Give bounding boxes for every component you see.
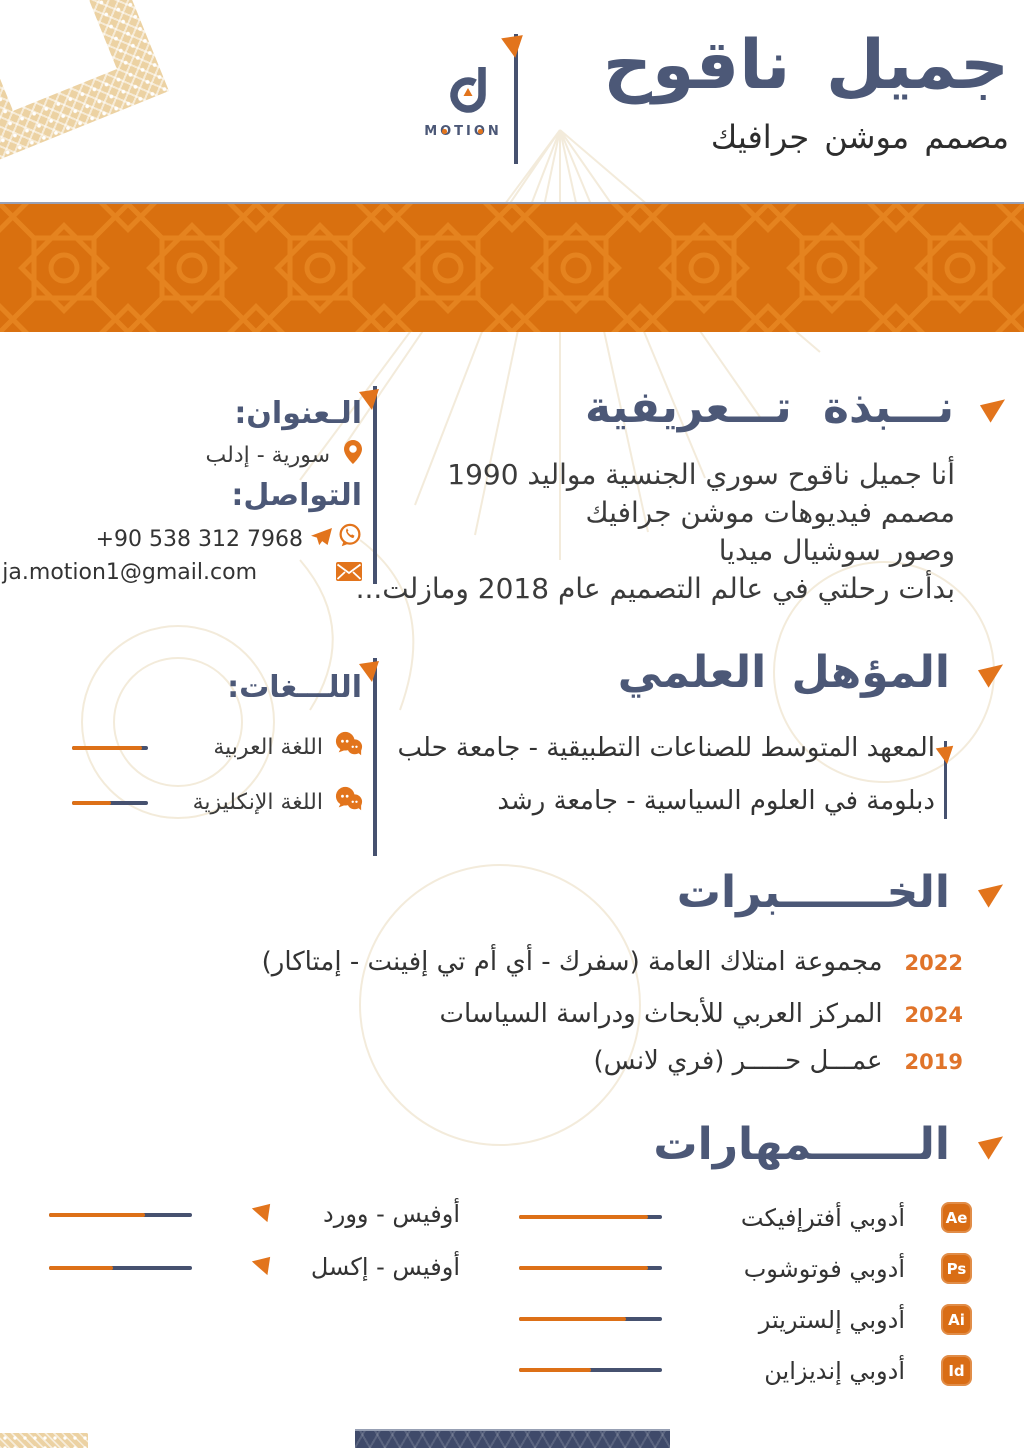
experience-row: 2022 مجموعة امتلاك العامة (سفرك - أي أم ت… [262, 947, 963, 977]
skill-label: أدوبي إنديزاين [764, 1357, 905, 1385]
whatsapp-icon [339, 523, 361, 547]
level-fill [519, 1317, 627, 1321]
header-divider-line [514, 34, 518, 164]
about-section-title: نـــبذة تـــعريفية [585, 382, 954, 433]
education-item: دبلومة في العلوم السياسية - جامعة رشد [497, 786, 935, 816]
level-fill [49, 1213, 145, 1217]
job-title: مصمم موشن جرافيك [710, 118, 1009, 156]
page-title-name: جميل ناقوح [603, 26, 1009, 105]
contact-title: التواصل: [231, 478, 362, 513]
level-fill [519, 1266, 648, 1270]
adobe-ps-icon: Ps [941, 1253, 972, 1284]
office-label: أوفيس - وورد [323, 1200, 460, 1228]
experience-text: المركز العربي للأبحاث ودراسة السياسات [439, 999, 883, 1029]
education-item: المعهد المتوسط للصناعات التطبيقية - جامع… [397, 733, 935, 763]
footer-pattern-block [355, 1429, 670, 1448]
language-label: اللغة الإنكليزية [192, 790, 323, 815]
office-level-bar [49, 1213, 192, 1217]
skill-level-bar [519, 1266, 662, 1270]
section-arrow-icon [977, 664, 1004, 688]
skills-section-title: الـــــــمهارات [653, 1119, 950, 1170]
languages-title: اللـــغات: [227, 670, 362, 705]
level-fill [519, 1368, 591, 1372]
level-fill [72, 801, 111, 805]
skill-label: أدوبي إلستريتر [758, 1306, 905, 1334]
phone-number[interactable]: +90 538 312 7968 [95, 527, 303, 552]
logo-mark-icon [450, 67, 486, 113]
experience-year: 2022 [904, 951, 963, 975]
about-line: مصمم فيديوهات موشن جرافيك [585, 496, 955, 529]
skill-label: أدوبي أفترإفيكت [740, 1204, 905, 1232]
office-arrow-icon [251, 1256, 271, 1276]
level-fill [72, 746, 142, 750]
adobe-ai-icon: Ai [941, 1304, 972, 1335]
level-fill [49, 1266, 114, 1270]
email-address[interactable]: ja.motion1@gmail.com [2, 560, 257, 585]
section-arrow-icon [977, 1136, 1004, 1160]
location-pin-icon [344, 440, 362, 464]
experience-row: 2024 المركز العربي للأبحاث ودراسة السياسا… [440, 999, 963, 1029]
skill-level-bar [519, 1368, 662, 1372]
skill-level-bar [519, 1215, 662, 1219]
language-chat-icon [335, 786, 363, 811]
header-arrow-icon [501, 35, 523, 58]
section-arrow-icon [977, 884, 1004, 908]
corner-ornament-topleft [0, 0, 169, 163]
telegram-icon [311, 527, 332, 546]
languages-divider-line [373, 658, 377, 856]
logo-text: MOTION [424, 124, 502, 139]
skill-level-bar [519, 1317, 662, 1321]
experience-text: عمـــل حـــــر (فري لانس) [593, 1046, 883, 1076]
experience-year: 2019 [904, 1050, 963, 1074]
section-arrow-icon [979, 399, 1006, 423]
experience-section-title: الخـــــــبرات [676, 867, 950, 918]
experience-year: 2024 [904, 1003, 963, 1027]
adobe-ae-icon: Ae [941, 1202, 972, 1233]
email-icon [336, 562, 362, 581]
address-text: سورية - إدلب [205, 443, 330, 468]
address-title: الـعنوان: [234, 396, 362, 431]
language-chat-icon [335, 731, 363, 756]
logo-o-dot [478, 129, 483, 134]
about-line: بدأت رحلتي في عالم التصميم عام 2018 وماز… [355, 572, 955, 605]
language-label: اللغة العربية [213, 735, 323, 760]
skill-label: أدوبي فوتوشوب [743, 1255, 905, 1283]
education-section-title: المؤهل العلمي [617, 647, 950, 698]
level-fill [519, 1215, 648, 1219]
office-arrow-icon [251, 1203, 271, 1223]
corner-ornament-bottomleft [0, 1433, 88, 1448]
education-flag-icon [935, 745, 954, 765]
logo-o-dot [442, 129, 447, 134]
language-level-bar [72, 746, 148, 750]
office-level-bar [49, 1266, 192, 1270]
contact-divider-line [373, 386, 377, 584]
office-label: أوفيس - إكسل [310, 1253, 460, 1281]
language-level-bar [72, 801, 148, 805]
experience-text: مجموعة امتلاك العامة (سفرك - أي أم تي إف… [261, 947, 883, 977]
adobe-id-icon: Id [941, 1355, 972, 1386]
about-line: أنا جميل ناقوح سوري الجنسية مواليد 1990 [447, 458, 955, 491]
experience-row: 2019 عمـــل حـــــر (فري لانس) [594, 1046, 963, 1076]
about-line: وصور سوشيال ميديا [718, 534, 955, 567]
decorative-banner [0, 202, 1024, 334]
